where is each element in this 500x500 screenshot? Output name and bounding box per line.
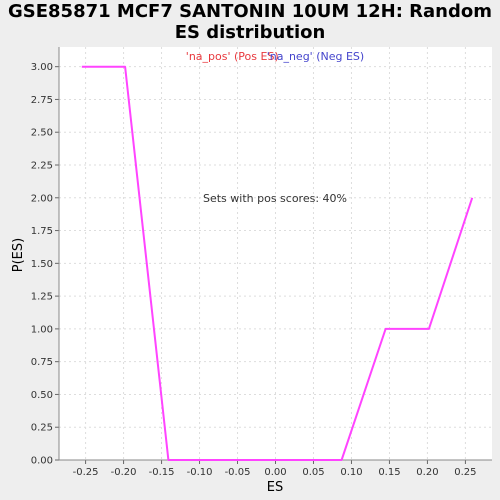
legend-pos-es: 'na_pos' (Pos ES) — [186, 50, 279, 63]
y-tick-label: 1.50 — [31, 259, 53, 270]
y-tick-label: 1.25 — [31, 292, 53, 303]
y-tick-label: 3.00 — [31, 62, 53, 73]
y-tick-label: 2.25 — [31, 161, 53, 172]
y-tick-label: 2.00 — [31, 193, 53, 204]
y-axis-label: P(ES) — [11, 238, 26, 272]
x-tick-label: 0.10 — [340, 467, 362, 478]
x-tick-label: 0.20 — [416, 467, 438, 478]
chart-title-line-2: ES distribution — [174, 22, 326, 43]
y-tick-label: 2.75 — [31, 95, 53, 106]
x-axis-label: ES — [267, 480, 283, 495]
x-tick-label: -0.15 — [149, 467, 175, 478]
grid — [59, 47, 492, 461]
series-group — [81, 65, 474, 461]
x-tick-label: 0.25 — [454, 467, 476, 478]
pos-scores-annotation: Sets with pos scores: 40% — [203, 192, 347, 205]
series-line — [81, 65, 474, 461]
chart-title: GSE85871 MCF7 SANTONIN 10UM 12H: Random … — [0, 1, 500, 43]
x-tick-label: -0.25 — [73, 467, 99, 478]
chart-title-line-1: GSE85871 MCF7 SANTONIN 10UM 12H: Random — [7, 1, 492, 22]
x-tick-label: -0.10 — [187, 467, 213, 478]
legend-neg-es: 'na_neg' (Neg ES) — [267, 50, 364, 63]
y-tick-label: 1.00 — [31, 324, 53, 335]
legend: 'na_pos' (Pos ES)'na_neg' (Neg ES) — [186, 50, 364, 63]
x-tick-label: 0.00 — [264, 467, 286, 478]
y-tick-label: 1.75 — [31, 226, 53, 237]
y-tick-label: 0.25 — [31, 423, 53, 434]
x-tick-label: 0.05 — [302, 467, 324, 478]
y-tick-label: 0.00 — [31, 456, 53, 467]
y-tick-label: 2.50 — [31, 128, 53, 139]
x-tick-label: 0.15 — [378, 467, 400, 478]
y-tick-label: 0.75 — [31, 357, 53, 368]
x-tick-label: -0.20 — [111, 467, 137, 478]
y-tick-label: 0.50 — [31, 390, 53, 401]
x-tick-label: -0.05 — [225, 467, 251, 478]
